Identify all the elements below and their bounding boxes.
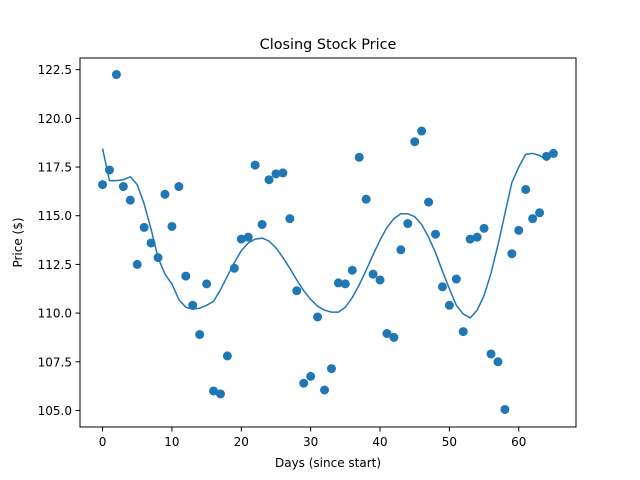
data-point (215, 389, 225, 399)
trend-line-layer (101, 148, 554, 319)
data-point (514, 225, 524, 235)
x-tick-label: 50 (442, 435, 457, 449)
x-axis-ticks: 0 10 20 30 40 50 60 (99, 427, 526, 449)
data-point (354, 152, 364, 162)
data-point (292, 286, 302, 296)
data-point (160, 189, 170, 199)
y-tick-label: 120.0 (38, 112, 72, 126)
data-point (202, 279, 212, 289)
data-point (396, 245, 406, 255)
data-point (264, 175, 274, 185)
data-point (548, 148, 558, 158)
data-point (403, 219, 413, 229)
data-point (535, 208, 545, 218)
data-point (271, 169, 281, 179)
data-point (181, 271, 191, 281)
y-tick-label: 117.5 (38, 161, 72, 175)
x-tick-label: 20 (234, 435, 249, 449)
y-tick-label: 110.0 (38, 307, 72, 321)
data-point (118, 182, 128, 192)
data-points-layer (98, 70, 558, 414)
data-point (458, 327, 468, 337)
data-point (417, 126, 427, 136)
data-point (389, 332, 399, 342)
y-tick-label: 112.5 (38, 258, 72, 272)
data-point (347, 265, 357, 275)
y-tick-label: 105.0 (38, 404, 72, 418)
data-point (326, 364, 336, 374)
data-point (188, 300, 198, 310)
chart-title: Closing Stock Price (260, 37, 397, 53)
data-point (465, 234, 475, 244)
data-point (195, 330, 205, 340)
x-axis-label: Days (since start) (275, 456, 381, 470)
data-point (320, 385, 330, 395)
data-point (104, 165, 114, 175)
data-point (472, 232, 482, 242)
data-point (313, 312, 323, 322)
data-point (333, 278, 343, 288)
data-point (278, 168, 288, 178)
x-tick-label: 10 (164, 435, 179, 449)
data-point (444, 300, 454, 310)
data-point (382, 329, 392, 339)
x-tick-label: 60 (511, 435, 526, 449)
data-point (437, 282, 447, 292)
data-point (125, 195, 135, 205)
y-tick-label: 122.5 (38, 63, 72, 77)
data-point (424, 197, 434, 207)
data-point (229, 263, 239, 273)
data-point (528, 214, 538, 224)
data-point (410, 137, 420, 147)
data-point (167, 221, 177, 231)
data-point (299, 378, 309, 388)
data-point (285, 214, 295, 224)
data-point (250, 160, 260, 170)
data-point (493, 357, 503, 367)
data-point (139, 222, 149, 232)
data-point (98, 180, 108, 190)
data-point (340, 279, 350, 289)
x-tick-label: 30 (303, 435, 318, 449)
data-point (174, 182, 184, 192)
data-point (361, 194, 371, 204)
plot-frame (79, 57, 577, 428)
data-point (451, 274, 461, 284)
x-tick-label: 40 (372, 435, 387, 449)
data-point (542, 151, 552, 161)
data-point (306, 371, 316, 381)
y-axis-label: Price ($) (11, 217, 25, 267)
data-point (500, 404, 510, 414)
plot-area (80, 58, 576, 427)
data-point (368, 269, 378, 279)
data-point (111, 70, 121, 80)
data-point (479, 223, 489, 233)
data-point (236, 234, 246, 244)
data-point (486, 349, 496, 359)
y-tick-label: 107.5 (38, 355, 72, 369)
trend-line (101, 148, 554, 319)
data-point (507, 249, 517, 259)
data-point (146, 238, 156, 248)
data-point (431, 229, 441, 239)
data-point (375, 275, 385, 285)
data-point (153, 253, 163, 263)
data-point (132, 259, 142, 269)
data-point (257, 219, 267, 229)
data-point (209, 386, 219, 396)
data-point (243, 232, 253, 242)
data-point (222, 351, 232, 361)
x-tick-label: 0 (99, 435, 107, 449)
y-tick-label: 115.0 (38, 209, 72, 223)
y-axis-ticks: 105.0 107.5 110.0 112.5 115.0 117.5 120.0 122.5 (38, 63, 80, 418)
data-point (521, 184, 531, 194)
